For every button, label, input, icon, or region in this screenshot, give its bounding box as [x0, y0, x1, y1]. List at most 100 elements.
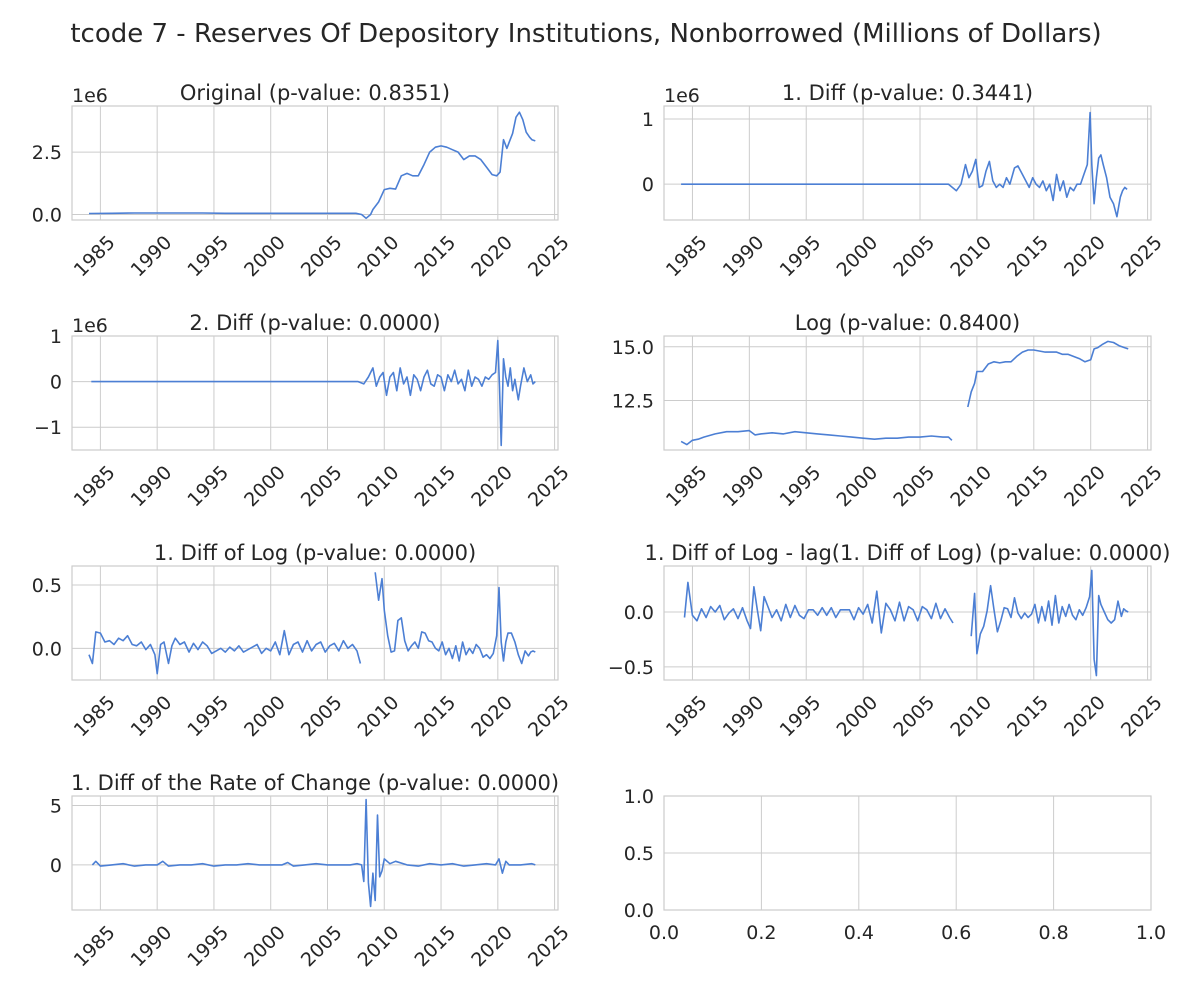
x-tick-label: 1985: [662, 692, 712, 742]
subplot-8: 0.0 0.2 0.4 0.6 0.8 1.0 0.0 0.5 1.0: [624, 786, 1166, 944]
subplot-3: 1985 1990 1995 2000 2005 2010 2015 2020 2025 −1 0 1…: [34, 311, 574, 511]
plot-area: [72, 336, 558, 450]
x-tick-label: 2025: [1117, 462, 1167, 512]
subplot-title: 1. Diff of the Rate of Change (p-value: …: [71, 771, 559, 795]
figure-title: tcode 7 - Reserves Of Depository Institu…: [70, 19, 1101, 49]
subplot-title: Log (p-value: 0.8400): [795, 311, 1021, 335]
x-tick-label: 1990: [719, 232, 769, 282]
plot-area: [72, 106, 558, 220]
x-tick-label: 2000: [833, 692, 883, 742]
x-tick-label: 1985: [70, 692, 120, 742]
x-tick-label: 2005: [297, 232, 347, 282]
x-tick-label: 2020: [467, 232, 517, 282]
x-tick-label: 1985: [70, 232, 120, 282]
x-tick-label: 2015: [1003, 692, 1053, 742]
y-tick-label: −0.5: [608, 657, 654, 679]
x-tick-label: 0.2: [746, 922, 776, 944]
x-tick-label: 1995: [776, 462, 826, 512]
y-tick-label: 0.5: [624, 843, 654, 865]
x-tick-label: 2005: [889, 462, 939, 512]
x-tick-label: 1995: [183, 692, 233, 742]
y-tick-label: −1: [34, 417, 62, 439]
axes-frame: [71, 565, 559, 681]
x-tick-label: 2020: [1060, 462, 1110, 512]
axes-frame: [663, 335, 1152, 451]
series-line-2: [970, 569, 1129, 677]
subplot-2: 1985 1990 1995 2000 2005 2010 2015 2020 2025 0 1 1.…: [642, 81, 1167, 281]
subplot-5: 1985 1990 1995 2000 2005 2010 2015 2020 2025 0.0 0…: [32, 541, 574, 741]
x-tick-label: 0.0: [649, 922, 679, 944]
y-tick-label: 1: [50, 326, 62, 348]
x-tick-label: 1985: [70, 462, 120, 512]
x-tick-label: 2015: [410, 922, 460, 972]
x-tick-label: 2025: [1117, 232, 1167, 282]
axes-frame: [71, 795, 559, 911]
x-tick-label: 2020: [467, 462, 517, 512]
y-tick-label: 0.0: [32, 638, 62, 660]
series-line-1: [91, 798, 536, 908]
x-tick-label: 2010: [354, 922, 404, 972]
x-tick-label: 2005: [297, 922, 347, 972]
plot-area: [72, 796, 558, 910]
x-tick-label: 0.4: [844, 922, 874, 944]
x-tick-label: 2005: [889, 232, 939, 282]
x-tick-label: 2000: [833, 462, 883, 512]
axes-frame: [663, 565, 1152, 681]
x-tick-label: 1990: [127, 922, 177, 972]
subplot-7: 1985 1990 1995 2000 2005 2010 2015 2020 2025 0 5 1.…: [50, 771, 574, 971]
subplot-title: 1. Diff of Log - lag(1. Diff of Log) (p-…: [645, 541, 1171, 565]
series-line-2: [374, 572, 536, 665]
x-tick-label: 1995: [183, 462, 233, 512]
x-tick-label: 0.6: [941, 922, 971, 944]
subplot-title: Original (p-value: 0.8351): [180, 81, 450, 105]
series-line-1: [91, 339, 536, 447]
x-tick-label: 2010: [946, 232, 996, 282]
axes-frame: [663, 795, 1152, 911]
y-offset-label: 1e6: [72, 85, 108, 107]
x-tick-label: 2020: [467, 922, 517, 972]
series-line-1: [681, 111, 1128, 218]
subplot-1: 1985 1990 1995 2000 2005 2010 2015 2020 2025 0.0 2…: [32, 81, 574, 281]
x-tick-label: 2010: [946, 692, 996, 742]
x-tick-label: 1990: [719, 692, 769, 742]
x-tick-label: 1985: [662, 462, 712, 512]
y-tick-label: 0: [642, 174, 654, 196]
x-tick-label: 2010: [354, 232, 404, 282]
x-tick-label: 2025: [524, 692, 574, 742]
x-tick-label: 2015: [1003, 232, 1053, 282]
series-line-1: [88, 111, 536, 220]
axes-frame: [71, 105, 559, 221]
y-tick-label: 0.0: [624, 602, 654, 624]
x-tick-label: 2020: [1060, 692, 1110, 742]
y-tick-label: 0: [50, 855, 62, 877]
x-tick-label: 2010: [354, 692, 404, 742]
y-tick-label: 5: [50, 796, 62, 818]
subplot-4: 1985 1990 1995 2000 2005 2010 2015 2020 2025 12.5…: [612, 311, 1167, 511]
x-tick-label: 2015: [1003, 462, 1053, 512]
x-tick-label: 2025: [524, 922, 574, 972]
plot-area: [664, 336, 1151, 450]
x-tick-label: 2000: [240, 692, 290, 742]
x-tick-label: 2020: [1060, 232, 1110, 282]
x-tick-label: 1.0: [1136, 922, 1166, 944]
plot-area: [664, 106, 1151, 220]
x-tick-label: 2000: [833, 232, 883, 282]
x-tick-label: 2015: [410, 692, 460, 742]
x-tick-label: 2015: [410, 462, 460, 512]
series-line-1: [88, 629, 362, 675]
x-tick-label: 2020: [467, 692, 517, 742]
y-tick-label: 2.5: [32, 142, 62, 164]
plot-area: [664, 566, 1151, 680]
axes-frame: [663, 105, 1152, 221]
y-tick-label: 0.0: [624, 900, 654, 922]
x-tick-label: 2000: [240, 232, 290, 282]
x-tick-label: 2025: [1117, 692, 1167, 742]
x-tick-label: 2000: [240, 462, 290, 512]
subplot-title: 2. Diff (p-value: 0.0000): [189, 311, 440, 335]
subplot-title: 1. Diff of Log (p-value: 0.0000): [154, 541, 476, 565]
series-line-1: [680, 429, 953, 446]
y-offset-label: 1e6: [72, 315, 108, 337]
x-tick-label: 1990: [127, 232, 177, 282]
x-tick-label: 2005: [297, 692, 347, 742]
subplot-title: 1. Diff (p-value: 0.3441): [782, 81, 1033, 105]
